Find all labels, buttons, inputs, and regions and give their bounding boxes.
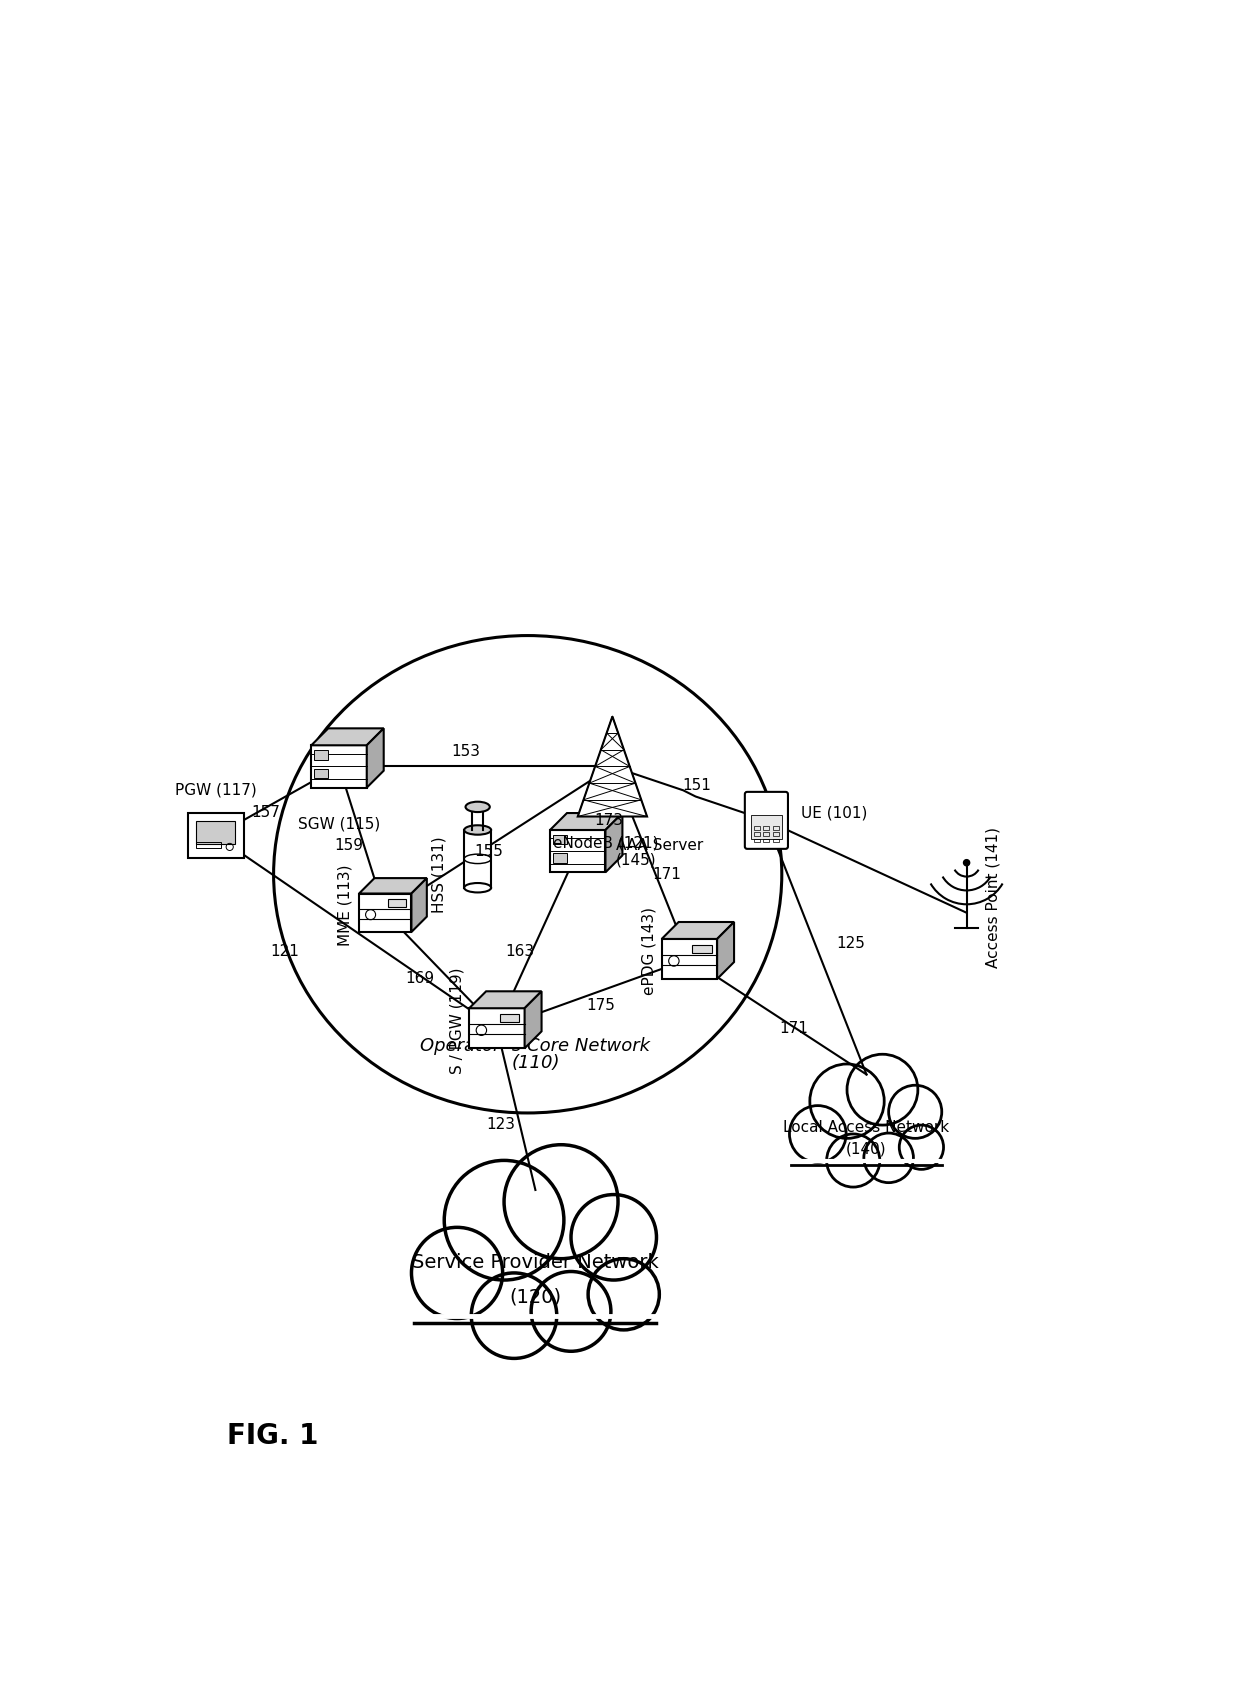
- Circle shape: [847, 1054, 918, 1126]
- Polygon shape: [360, 894, 412, 932]
- Text: Service Provider Network: Service Provider Network: [412, 1253, 658, 1272]
- Text: 159: 159: [335, 838, 363, 853]
- Bar: [500, 1015, 520, 1022]
- Text: Operator’ s Core Network: Operator’ s Core Network: [420, 1037, 651, 1056]
- Polygon shape: [412, 879, 427, 932]
- Ellipse shape: [465, 802, 490, 812]
- Polygon shape: [311, 729, 383, 746]
- Circle shape: [889, 1085, 941, 1138]
- Text: 163: 163: [506, 943, 534, 959]
- Text: ePDG (143): ePDG (143): [642, 908, 657, 995]
- Polygon shape: [367, 729, 383, 787]
- Polygon shape: [551, 812, 622, 829]
- FancyBboxPatch shape: [745, 792, 787, 848]
- Circle shape: [864, 1132, 914, 1182]
- Circle shape: [471, 1272, 557, 1359]
- Circle shape: [570, 1194, 656, 1281]
- Circle shape: [588, 1259, 660, 1330]
- Text: Local Access Network: Local Access Network: [784, 1121, 950, 1136]
- Text: 151: 151: [683, 778, 712, 794]
- Text: (110): (110): [511, 1054, 559, 1073]
- Polygon shape: [662, 938, 717, 979]
- Text: (140): (140): [846, 1141, 887, 1156]
- Bar: [464, 829, 491, 887]
- Text: 121: 121: [270, 943, 300, 959]
- Circle shape: [810, 1064, 884, 1138]
- Polygon shape: [662, 921, 734, 938]
- Text: 171: 171: [652, 867, 681, 882]
- Polygon shape: [578, 717, 647, 816]
- Bar: [314, 768, 327, 778]
- Text: 155: 155: [475, 843, 503, 858]
- Polygon shape: [469, 1008, 525, 1049]
- Bar: [196, 821, 236, 843]
- Text: 157: 157: [252, 806, 280, 821]
- Polygon shape: [551, 829, 605, 872]
- Circle shape: [963, 860, 970, 865]
- Text: eNodeB (121): eNodeB (121): [553, 836, 658, 852]
- Bar: [188, 814, 243, 858]
- Bar: [773, 838, 779, 843]
- Ellipse shape: [464, 884, 491, 892]
- Ellipse shape: [777, 1071, 955, 1170]
- Text: PGW (117): PGW (117): [175, 782, 257, 797]
- Ellipse shape: [464, 826, 491, 834]
- Text: 123: 123: [486, 1117, 516, 1132]
- Circle shape: [505, 1144, 618, 1259]
- Bar: [754, 838, 760, 843]
- Text: Access Point (141): Access Point (141): [986, 828, 1001, 967]
- Text: 175: 175: [587, 998, 615, 1013]
- Text: FIG. 1: FIG. 1: [227, 1422, 319, 1451]
- Bar: [764, 826, 770, 829]
- Polygon shape: [311, 746, 367, 787]
- Circle shape: [790, 1105, 846, 1161]
- Text: UE (101): UE (101): [801, 806, 868, 821]
- Bar: [754, 826, 760, 829]
- Circle shape: [827, 1134, 880, 1187]
- Bar: [764, 833, 770, 836]
- Bar: [314, 751, 327, 760]
- Polygon shape: [360, 879, 427, 894]
- Bar: [773, 826, 779, 829]
- Text: 153: 153: [451, 744, 481, 758]
- Bar: [692, 945, 712, 954]
- Circle shape: [899, 1126, 944, 1170]
- Circle shape: [412, 1228, 502, 1318]
- Polygon shape: [525, 991, 542, 1049]
- Bar: [553, 834, 567, 845]
- Bar: [553, 853, 567, 863]
- Polygon shape: [717, 921, 734, 979]
- Polygon shape: [469, 991, 542, 1008]
- Text: 173: 173: [594, 812, 622, 828]
- Text: S / PGW (119): S / PGW (119): [449, 967, 464, 1075]
- Circle shape: [444, 1160, 564, 1281]
- Text: SGW (115): SGW (115): [298, 816, 381, 831]
- Bar: [388, 899, 407, 908]
- Text: 171: 171: [779, 1020, 807, 1035]
- Ellipse shape: [393, 1173, 678, 1330]
- Text: AAA Server: AAA Server: [616, 838, 703, 853]
- Bar: [196, 843, 222, 848]
- Circle shape: [531, 1272, 611, 1350]
- Text: HSS (131): HSS (131): [432, 836, 446, 913]
- Text: MME (113): MME (113): [337, 865, 352, 945]
- Polygon shape: [605, 812, 622, 872]
- Bar: [754, 833, 760, 836]
- Text: 125: 125: [837, 937, 866, 950]
- Text: (145): (145): [616, 853, 657, 869]
- Bar: [773, 833, 779, 836]
- Bar: [751, 816, 781, 838]
- Bar: [764, 838, 770, 843]
- Text: 169: 169: [405, 971, 434, 986]
- Text: (120): (120): [510, 1287, 562, 1306]
